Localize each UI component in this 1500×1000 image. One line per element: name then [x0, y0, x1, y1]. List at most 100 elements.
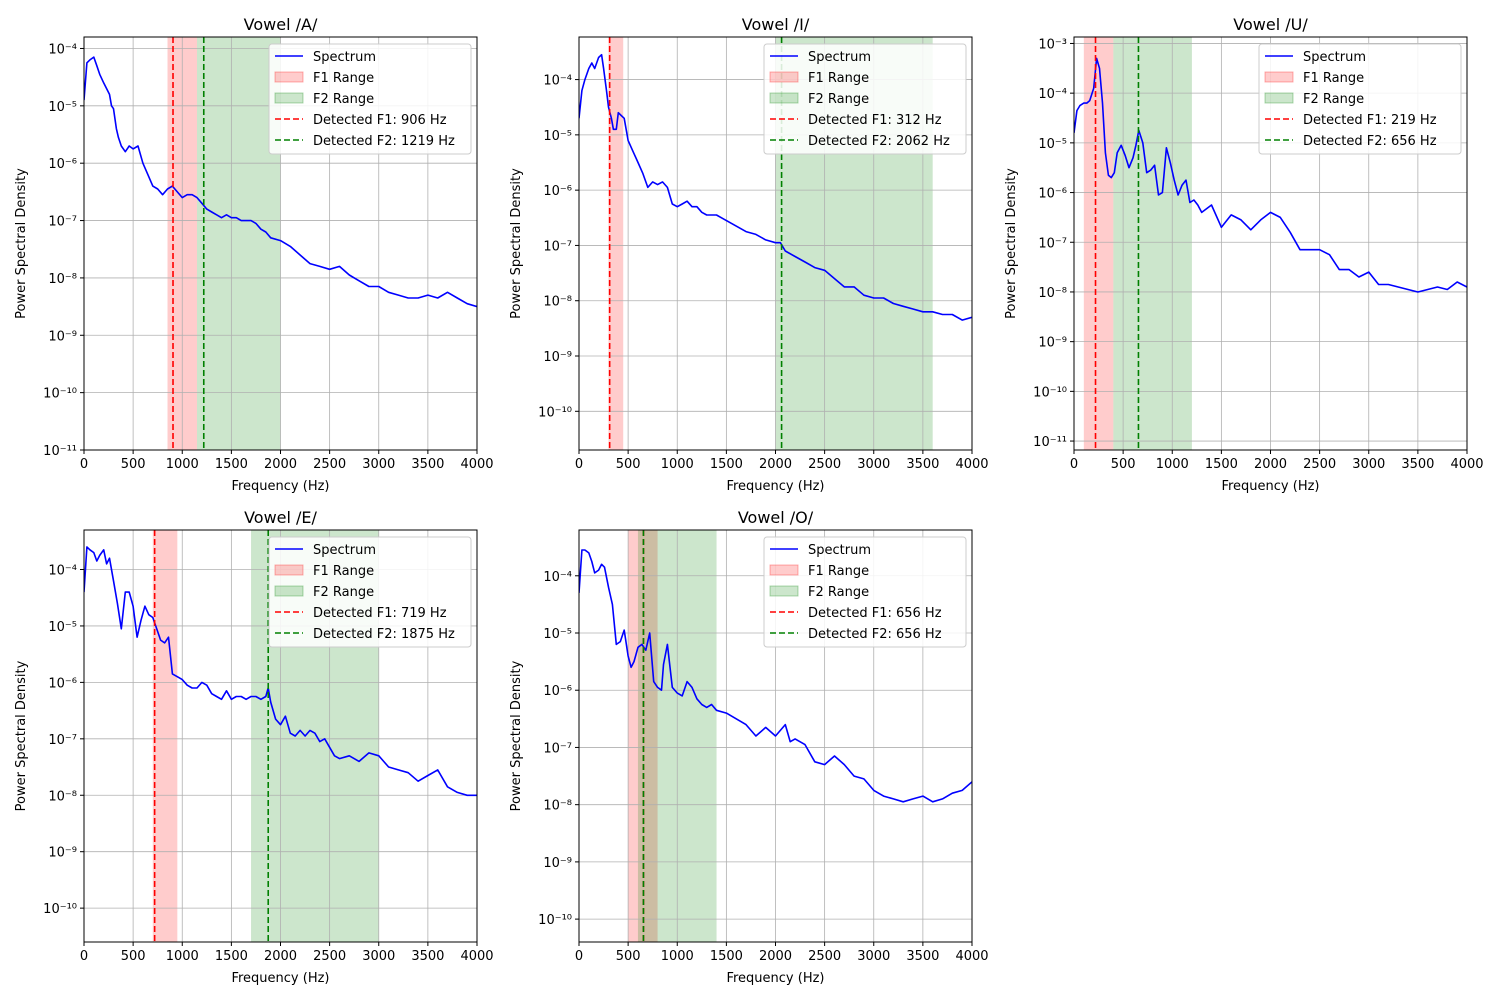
y-tick-label: 10⁻⁹ — [1038, 336, 1067, 351]
legend: Spectrum F1 Range F2 Range Detected F1: 906… — [268, 43, 472, 155]
y-tick-label: 10⁻⁸ — [1038, 286, 1067, 301]
subplot-title: Vowel /I/ — [742, 15, 810, 34]
y-tick-label: 10⁻³ — [1038, 37, 1067, 52]
x-tick-label: 3000 — [1352, 457, 1385, 472]
legend-label: F2 Range — [808, 92, 869, 107]
y-tick-label: 10⁻⁴ — [48, 564, 77, 579]
y-tick-label: 10⁻⁸ — [48, 272, 77, 287]
y-tick-label: 10⁻⁸ — [543, 295, 572, 310]
y-tick-label: 10⁻⁵ — [1038, 137, 1067, 152]
y-tick-label: 10⁻⁸ — [543, 799, 572, 814]
legend-box — [268, 536, 472, 648]
y-tick-label: 10⁻⁵ — [543, 627, 572, 642]
legend-label: F2 Range — [313, 92, 374, 107]
legend-swatch-f1-range — [274, 564, 304, 576]
legend-label: F1 Range — [313, 564, 374, 579]
y-tick-label: 10⁻⁶ — [543, 184, 572, 199]
legend-label: F2 Range — [1303, 92, 1364, 107]
y-tick-label: 10⁻⁸ — [48, 789, 77, 804]
legend-label: F1 Range — [808, 71, 869, 86]
legend-label: Spectrum — [808, 543, 871, 558]
y-tick-label: 10⁻⁹ — [543, 350, 572, 365]
y-tick-label: 10⁻¹⁰ — [538, 913, 572, 928]
x-tick-label: 1500 — [710, 457, 743, 472]
x-tick-label: 3500 — [1401, 457, 1434, 472]
legend-label: Spectrum — [808, 50, 871, 65]
x-tick-label: 3500 — [411, 949, 444, 964]
legend-label: Detected F1: 312 Hz — [808, 113, 942, 128]
subplot-title: Vowel /U/ — [1233, 15, 1308, 34]
x-tick-label: 3000 — [857, 457, 890, 472]
x-tick-label: 500 — [121, 457, 146, 472]
y-tick-label: 10⁻⁷ — [543, 239, 572, 254]
x-axis-label: Frequency (Hz) — [726, 479, 824, 494]
spectrum-line — [1074, 57, 1467, 293]
f2-range-band — [1113, 37, 1192, 450]
y-axis-label: Power Spectral Density — [509, 660, 524, 811]
legend: Spectrum F1 Range F2 Range Detected F1: 219… — [1258, 43, 1462, 155]
legend-label: F1 Range — [1303, 71, 1364, 86]
x-tick-label: 2500 — [313, 457, 346, 472]
y-axis-label: Power Spectral Density — [509, 168, 524, 319]
x-tick-label: 3000 — [857, 949, 890, 964]
legend-label: Detected F2: 656 Hz — [808, 627, 942, 642]
x-tick-label: 4000 — [460, 949, 493, 964]
x-tick-label: 1000 — [166, 457, 199, 472]
x-tick-label: 2000 — [264, 457, 297, 472]
f1-range-band — [152, 530, 178, 942]
y-tick-label: 10⁻¹¹ — [1033, 435, 1067, 450]
x-tick-label: 500 — [616, 949, 641, 964]
y-tick-label: 10⁻⁹ — [543, 856, 572, 871]
y-tick-label: 10⁻⁶ — [48, 157, 77, 172]
x-tick-label: 3500 — [906, 457, 939, 472]
legend-swatch-f2-range — [769, 585, 799, 597]
x-tick-label: 3500 — [411, 457, 444, 472]
y-tick-label: 10⁻¹⁰ — [43, 387, 77, 402]
spectrum-line — [84, 546, 477, 797]
legend-label: Detected F2: 2062 Hz — [808, 134, 950, 149]
subplot-title: Vowel /O/ — [738, 508, 814, 527]
legend-label: Detected F1: 719 Hz — [313, 606, 447, 621]
legend-swatch-f1-range — [1264, 71, 1294, 83]
y-tick-label: 10⁻¹⁰ — [1033, 385, 1067, 400]
subplot-title: Vowel /E/ — [244, 508, 317, 527]
f2-range-band — [196, 37, 281, 450]
legend-swatch-f1-range — [769, 71, 799, 83]
legend-box — [1258, 43, 1462, 155]
x-tick-label: 0 — [575, 949, 583, 964]
x-tick-label: 2500 — [313, 949, 346, 964]
subplot-title: Vowel /A/ — [244, 15, 318, 34]
legend-label: Detected F2: 1219 Hz — [313, 134, 455, 149]
legend: Spectrum F1 Range F2 Range Detected F1: 719… — [268, 536, 472, 648]
legend-label: Detected F2: 1875 Hz — [313, 627, 455, 642]
y-tick-label: 10⁻⁹ — [48, 329, 77, 344]
y-tick-label: 10⁻⁵ — [543, 129, 572, 144]
legend: Spectrum F1 Range F2 Range Detected F1: 656… — [763, 536, 967, 648]
x-tick-label: 1500 — [215, 457, 248, 472]
y-tick-label: 10⁻⁴ — [543, 570, 572, 585]
y-tick-label: 10⁻⁹ — [48, 846, 77, 861]
y-axis-label: Power Spectral Density — [1004, 168, 1019, 319]
x-tick-label: 1500 — [710, 949, 743, 964]
x-tick-label: 1500 — [1205, 457, 1238, 472]
legend-label: F2 Range — [808, 585, 869, 600]
x-tick-label: 2000 — [264, 949, 297, 964]
f1-range-band — [608, 37, 624, 450]
legend-swatch-f1-range — [769, 564, 799, 576]
legend-swatch-f2-range — [1264, 92, 1294, 104]
f1-range-band — [1083, 37, 1114, 450]
legend-label: Spectrum — [1303, 50, 1366, 65]
x-tick-label: 2000 — [759, 457, 792, 472]
x-tick-label: 3500 — [906, 949, 939, 964]
legend-swatch-f1-range — [274, 71, 304, 83]
y-tick-label: 10⁻¹⁰ — [43, 902, 77, 917]
x-tick-label: 0 — [80, 949, 88, 964]
legend: Spectrum F1 Range F2 Range Detected F1: 312… — [763, 43, 967, 155]
x-tick-label: 0 — [575, 457, 583, 472]
x-tick-label: 2500 — [808, 457, 841, 472]
x-axis-label: Frequency (Hz) — [1221, 479, 1319, 494]
legend-label: Detected F1: 656 Hz — [808, 606, 942, 621]
y-axis-label: Power Spectral Density — [14, 168, 29, 319]
legend-swatch-f2-range — [274, 92, 304, 104]
